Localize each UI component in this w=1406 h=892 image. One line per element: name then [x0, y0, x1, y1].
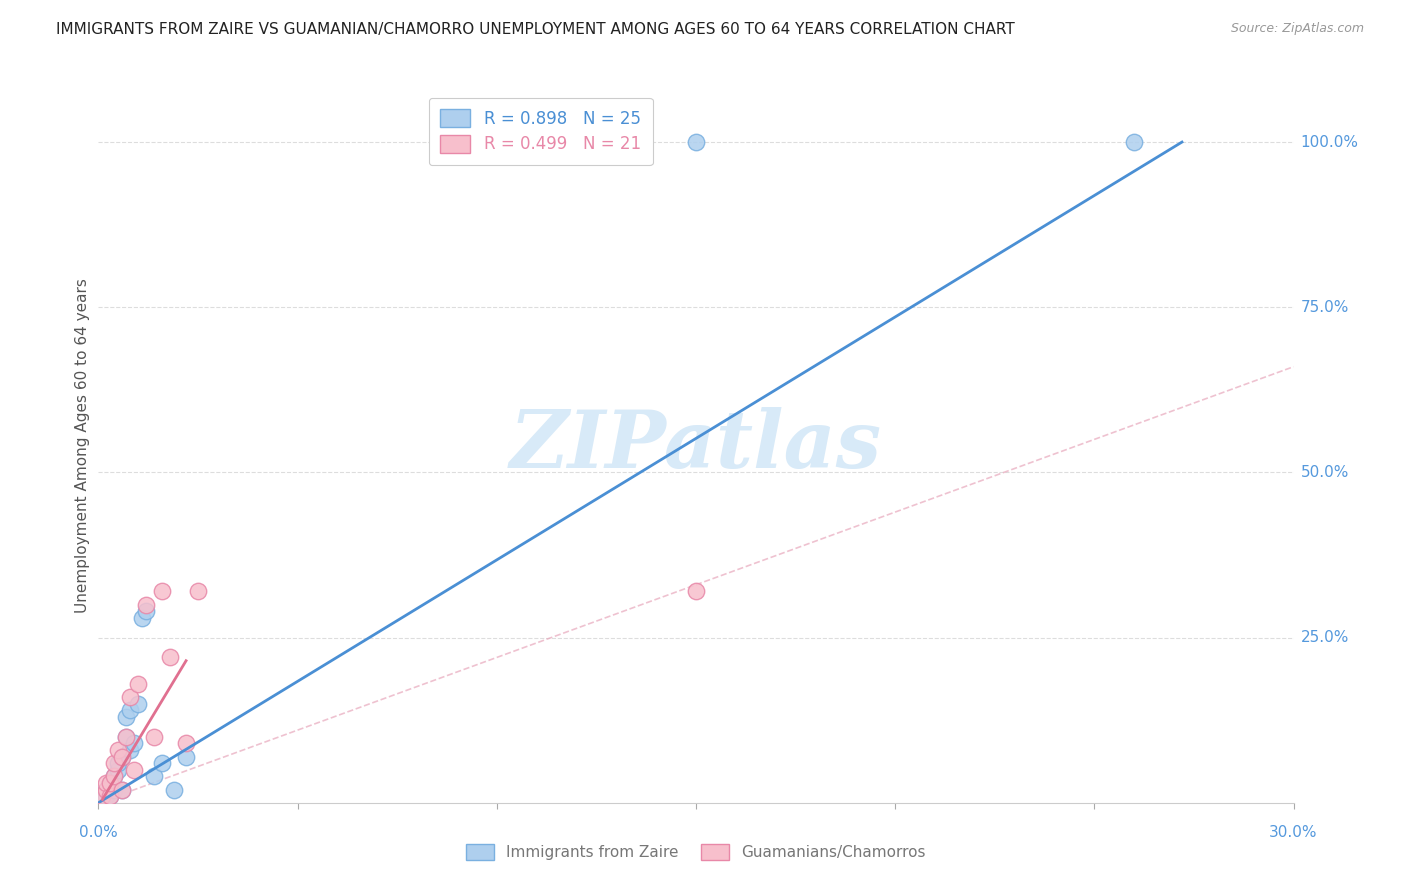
Point: [96, 789, 118, 804]
Point: [96, 776, 118, 790]
Point: [127, 697, 149, 711]
Point: [187, 584, 209, 599]
Point: [131, 611, 153, 625]
Point: [120, 703, 142, 717]
Point: [143, 730, 166, 744]
Text: ZIPatlas: ZIPatlas: [510, 408, 882, 484]
Point: [111, 749, 134, 764]
Text: 50.0%: 50.0%: [1301, 465, 1348, 480]
Point: [103, 769, 125, 783]
Legend: Immigrants from Zaire, Guamanians/Chamorros: Immigrants from Zaire, Guamanians/Chamor…: [460, 838, 932, 866]
Point: [120, 743, 142, 757]
Point: [96, 782, 118, 797]
Point: [1123, 135, 1146, 149]
Point: [98, 776, 122, 790]
Point: [150, 756, 173, 771]
Point: [103, 769, 125, 783]
Point: [107, 756, 129, 771]
Point: [91, 789, 114, 804]
Text: Source: ZipAtlas.com: Source: ZipAtlas.com: [1230, 22, 1364, 36]
Point: [115, 730, 138, 744]
Point: [96, 782, 118, 797]
Point: [143, 769, 166, 783]
Point: [685, 135, 707, 149]
Text: 0.0%: 0.0%: [79, 825, 118, 840]
Point: [159, 650, 181, 665]
Point: [174, 736, 197, 750]
Point: [127, 677, 149, 691]
Point: [120, 690, 142, 704]
Text: 30.0%: 30.0%: [1270, 825, 1317, 840]
Point: [103, 782, 125, 797]
Point: [111, 782, 134, 797]
Point: [135, 598, 157, 612]
Point: [135, 604, 157, 618]
Text: IMMIGRANTS FROM ZAIRE VS GUAMANIAN/CHAMORRO UNEMPLOYMENT AMONG AGES 60 TO 64 YEA: IMMIGRANTS FROM ZAIRE VS GUAMANIAN/CHAMO…: [56, 22, 1015, 37]
Y-axis label: Unemployment Among Ages 60 to 64 years: Unemployment Among Ages 60 to 64 years: [75, 278, 90, 614]
Point: [98, 789, 122, 804]
Point: [111, 749, 134, 764]
Text: 25.0%: 25.0%: [1301, 630, 1348, 645]
Point: [98, 776, 122, 790]
Text: 75.0%: 75.0%: [1301, 300, 1348, 315]
Point: [115, 730, 138, 744]
Point: [98, 789, 122, 804]
Point: [91, 789, 114, 804]
Point: [150, 584, 173, 599]
Point: [115, 710, 138, 724]
Point: [107, 763, 129, 777]
Point: [163, 782, 186, 797]
Point: [174, 749, 197, 764]
Point: [124, 736, 146, 750]
Text: 100.0%: 100.0%: [1301, 135, 1358, 150]
Point: [107, 743, 129, 757]
Point: [685, 584, 707, 599]
Point: [111, 782, 134, 797]
Point: [103, 756, 125, 771]
Point: [124, 763, 146, 777]
